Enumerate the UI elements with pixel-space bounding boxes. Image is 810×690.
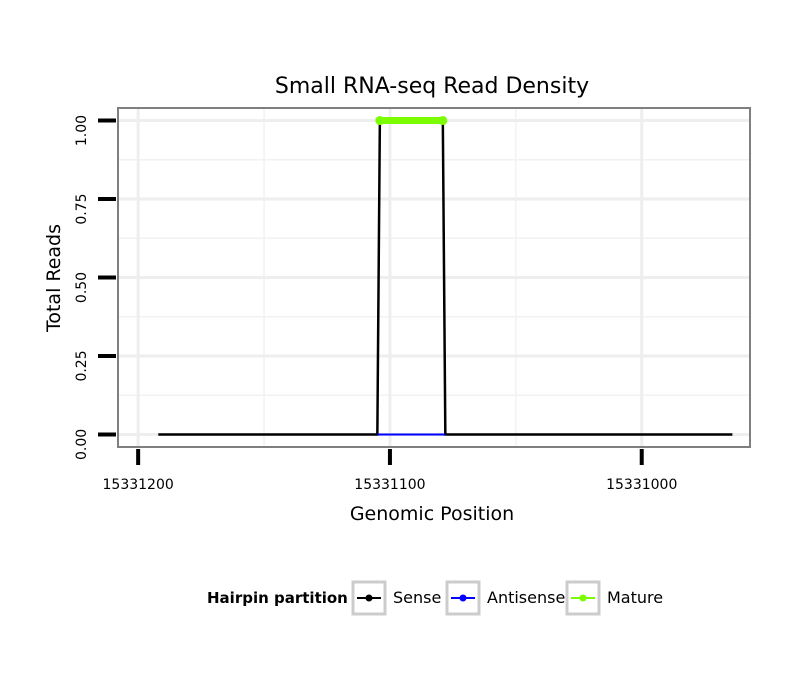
y-tick-label: 0.75 (74, 193, 90, 224)
legend-label: Antisense (487, 588, 565, 607)
series-mature-point (375, 116, 385, 126)
legend-label: Mature (607, 588, 663, 607)
chart-title: Small RNA-seq Read Density (275, 74, 589, 99)
y-tick-label: 0.00 (74, 429, 90, 460)
series-mature-point (438, 116, 448, 126)
x-tick-label: 15331000 (606, 477, 677, 493)
y-axis-title: Total Reads (43, 224, 65, 333)
x-axis-title: Genomic Position (350, 503, 514, 525)
plot-border (117, 107, 751, 448)
legend-key-point (459, 594, 467, 602)
legend-label: Sense (393, 588, 441, 607)
legend-key-point (579, 594, 587, 602)
legend-entry-sense: Sense (351, 580, 441, 616)
legend-entry-antisense: Antisense (445, 580, 565, 616)
series-lines (158, 116, 733, 436)
legend-entry-mature: Mature (565, 580, 663, 616)
x-tick-label: 15331200 (103, 477, 174, 493)
legend-key-point (365, 594, 373, 602)
legend-title: Hairpin partition (207, 589, 348, 607)
y-tick-label: 1.00 (74, 115, 90, 146)
legend: Hairpin partition Sense Antisense Mature (207, 580, 663, 616)
legend-entries: Sense Antisense Mature (351, 580, 663, 616)
y-tick-label: 0.25 (74, 350, 90, 381)
y-tick-label: 0.50 (74, 272, 90, 303)
x-axis-ticks: 15331200 15331100 15331000 (103, 449, 677, 493)
x-tick-label: 15331100 (354, 477, 425, 493)
y-axis-ticks: 0.00 0.25 0.50 0.75 1.00 (74, 115, 116, 460)
